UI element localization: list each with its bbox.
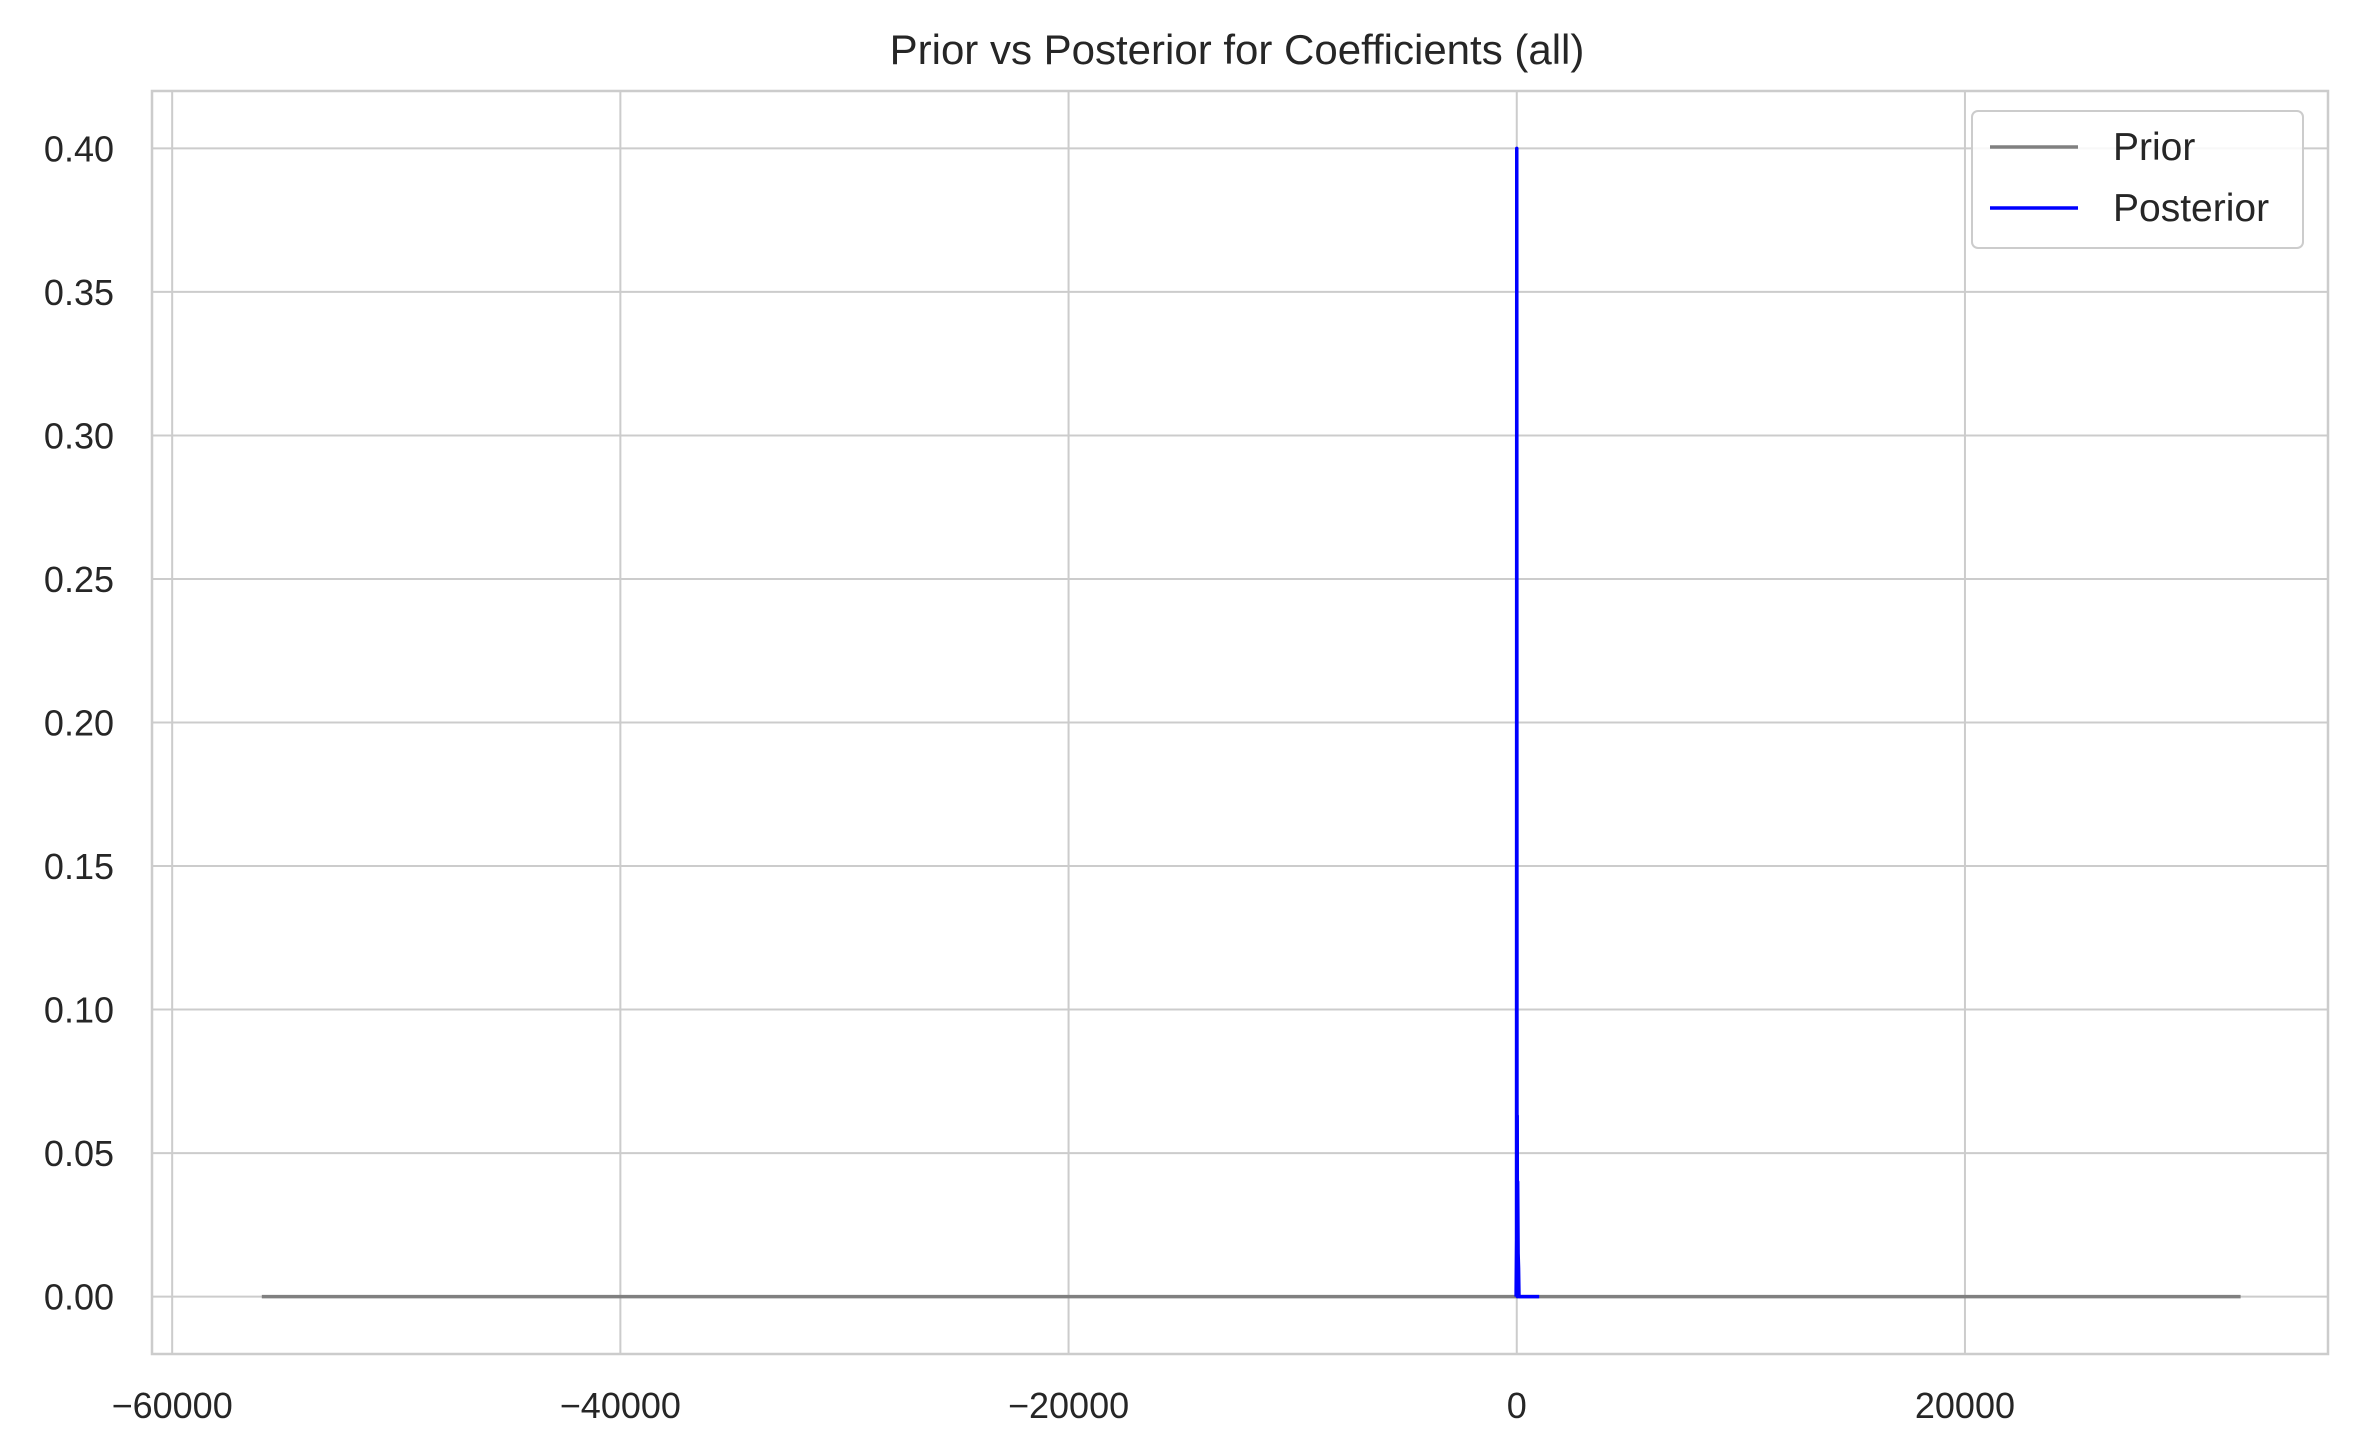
x-tick-label: −60000 xyxy=(112,1385,233,1426)
y-tick-label: 0.00 xyxy=(44,1277,114,1318)
y-tick-label: 0.05 xyxy=(44,1133,114,1174)
x-tick-label: 0 xyxy=(1507,1385,1527,1426)
y-tick-label: 0.25 xyxy=(44,559,114,600)
plot-frame xyxy=(150,89,2330,1356)
y-tick-label: 0.10 xyxy=(44,990,114,1031)
y-tick-label: 0.15 xyxy=(44,846,114,887)
y-tick-label: 0.30 xyxy=(44,415,114,456)
x-tick-label: 20000 xyxy=(1915,1385,2015,1426)
x-tick-label: −40000 xyxy=(560,1385,681,1426)
chart-title: Prior vs Posterior for Coefficients (all… xyxy=(890,26,1585,73)
legend-label-prior: Prior xyxy=(2113,126,2195,169)
series-layer xyxy=(261,146,2241,1299)
y-tick-label: 0.35 xyxy=(44,272,114,313)
tick-labels: −60000 −40000 −20000 0 20000 0.00 0.05 0.10 0.15… xyxy=(44,128,2015,1426)
grid xyxy=(152,91,2328,1354)
legend: Prior Posterior xyxy=(1971,110,2304,249)
legend-label-posterior: Posterior xyxy=(2113,187,2269,230)
x-tick-label: −20000 xyxy=(1008,1385,1129,1426)
y-tick-label: 0.20 xyxy=(44,703,114,744)
y-tick-label: 0.40 xyxy=(44,128,114,169)
series-line-posterior xyxy=(1514,146,1540,1299)
